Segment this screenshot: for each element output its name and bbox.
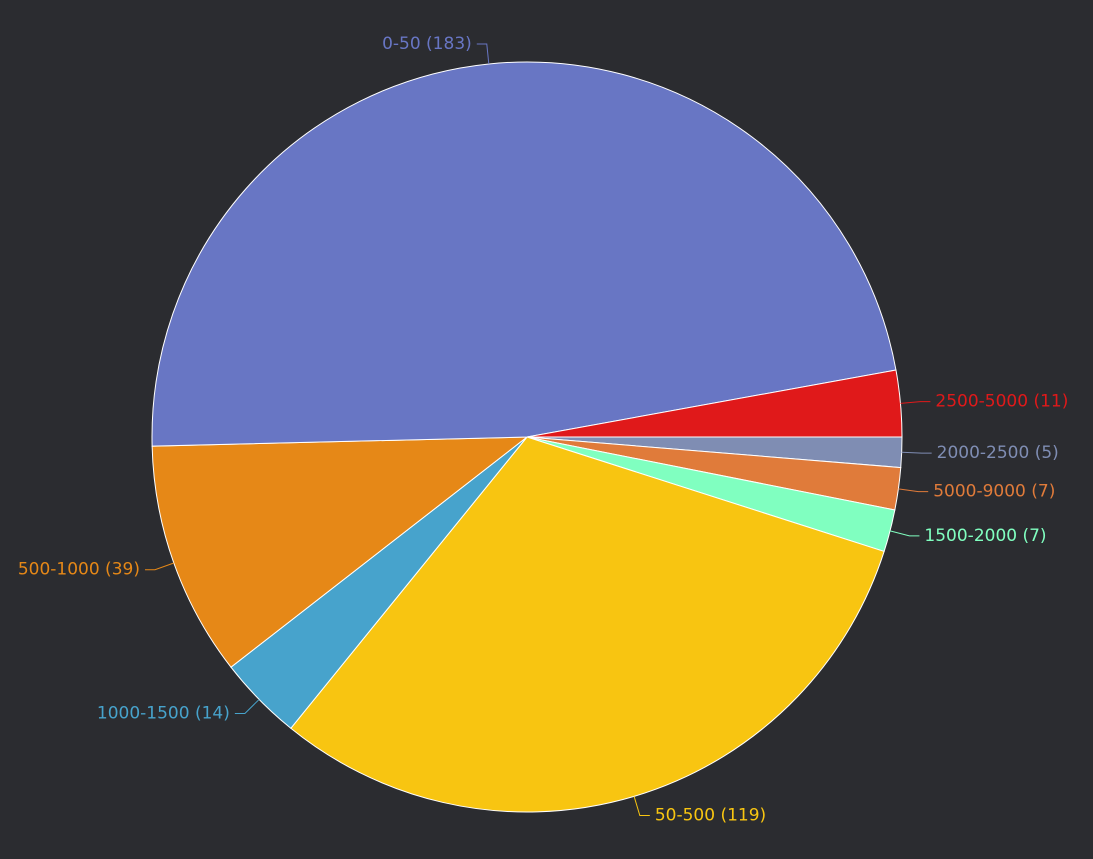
pie-slice (151, 61, 897, 447)
leader-line (144, 562, 174, 571)
leader-line (234, 699, 260, 714)
leader-line (889, 530, 920, 537)
slice-label: 50-500 (119) (655, 806, 766, 826)
slice-label: 1000-1500 (14) (97, 703, 230, 723)
slice-label: 2500-5000 (11) (935, 392, 1068, 412)
leader-line (900, 401, 931, 404)
pie-slice (290, 436, 885, 813)
slice-label: 500-1000 (39) (18, 560, 140, 580)
leader-line (901, 451, 932, 454)
leader-line (476, 43, 490, 64)
pie-slice (526, 369, 903, 438)
leader-line (898, 488, 929, 493)
slice-label: 5000-9000 (7) (933, 482, 1055, 502)
leader-line (633, 796, 650, 817)
pie-slice (151, 436, 529, 668)
slice-label: 1500-2000 (7) (924, 526, 1046, 546)
slice-label: 2000-2500 (5) (937, 443, 1059, 463)
slice-label: 0-50 (183) (382, 34, 472, 54)
